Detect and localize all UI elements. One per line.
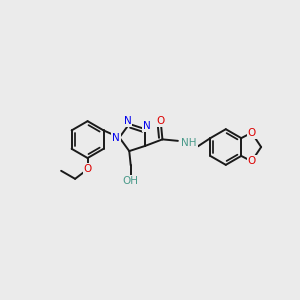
Text: N: N — [124, 116, 132, 126]
Text: O: O — [83, 164, 92, 174]
Text: N: N — [143, 121, 151, 131]
Text: N: N — [112, 133, 120, 142]
Text: O: O — [248, 156, 256, 166]
Text: OH: OH — [123, 176, 139, 186]
Text: NH: NH — [182, 138, 197, 148]
Text: O: O — [248, 128, 256, 138]
Text: O: O — [157, 116, 165, 126]
